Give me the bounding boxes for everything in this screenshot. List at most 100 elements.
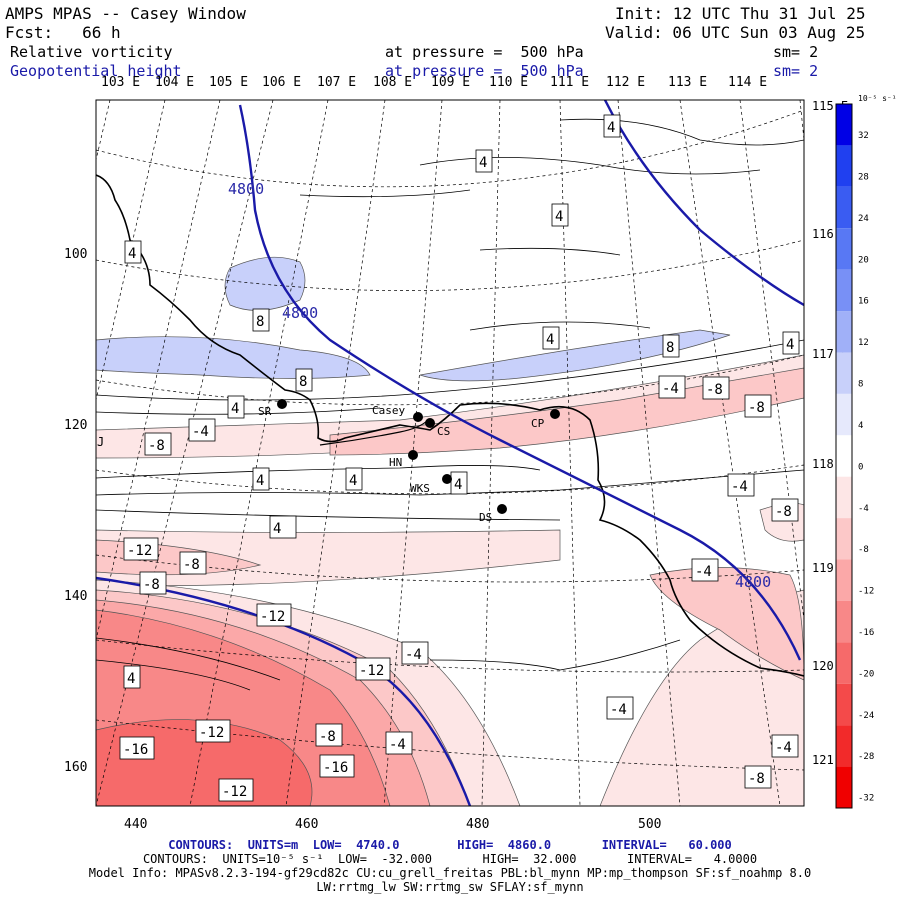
x-tick-label: 440 — [124, 817, 147, 832]
footer-model-info-2: LW:rrtmg_lw SW:rrtmg_sw SFLAY:sf_mynn — [316, 880, 584, 894]
colorbar-label: 28 — [858, 172, 869, 182]
colorbar-swatch — [836, 104, 852, 146]
coastline — [96, 174, 804, 677]
init-time: Init: 12 UTC Thu 31 Jul 25 — [615, 4, 866, 23]
vort-label: -12 — [355, 657, 391, 681]
vort-label: -4 — [0, 0, 17, 4]
lon-label-top: 113 E — [668, 75, 708, 90]
model-title: AMPS MPAS -- Casey Window — [5, 4, 246, 23]
vort-label: 4 — [542, 326, 560, 350]
colorbar-swatch — [836, 186, 852, 229]
station-label: WKS — [410, 482, 430, 495]
colorbar-label: 16 — [858, 297, 869, 307]
svg-text:-4: -4 — [775, 740, 792, 756]
colorbar-label: 32 — [858, 131, 869, 141]
station-label: DS — [479, 511, 492, 524]
svg-text:-8: -8 — [183, 557, 200, 573]
colorbar-label: -32 — [858, 794, 874, 804]
colorbar-swatch — [836, 559, 852, 601]
svg-text:-12: -12 — [260, 609, 285, 625]
colorbar-swatch — [836, 683, 852, 726]
station-label: CP — [531, 417, 545, 430]
colorbar-swatch — [836, 600, 852, 643]
vort-label: 4 — [0, 0, 8, 4]
x-tick-label: 460 — [295, 817, 318, 832]
field2-level: at pressure = 500 hPa — [385, 62, 584, 80]
svg-text:-4: -4 — [0, 0, 17, 4]
lon-label-top: 110 E — [489, 75, 529, 90]
station-label: HN — [389, 456, 402, 469]
vort-label: -8 — [771, 498, 799, 522]
negative-vort-region — [329, 367, 804, 456]
svg-text:4: 4 — [454, 477, 462, 493]
footer-height-contours: CONTOURS: UNITS=m LOW= 4740.0 HIGH= 4860… — [168, 838, 732, 852]
colorbar-swatch — [836, 393, 852, 436]
svg-text:4: 4 — [349, 473, 357, 489]
lon-label-top: 106 E — [262, 75, 302, 90]
vort-label: 4 — [227, 395, 245, 419]
svg-text:-12: -12 — [359, 663, 384, 679]
colorbar-swatch — [836, 228, 852, 270]
svg-text:4: 4 — [555, 209, 563, 225]
svg-text:-4: -4 — [405, 647, 422, 663]
colorbar-swatch — [836, 145, 852, 187]
station-marker — [425, 418, 435, 428]
colorbar-swatch — [836, 725, 852, 767]
vort-label: 4 — [475, 149, 493, 173]
svg-text:-16: -16 — [323, 760, 348, 776]
colorbar — [835, 103, 853, 809]
y-tick-label: 100 — [64, 247, 87, 262]
svg-text:4: 4 — [546, 332, 554, 348]
vort-label: -4 — [771, 734, 799, 758]
vort-label: -12 — [256, 603, 292, 627]
svg-text:-4: -4 — [731, 479, 748, 495]
height-contours — [96, 100, 804, 806]
lon-label-top: 104 E — [155, 75, 195, 90]
svg-text:-12: -12 — [127, 543, 152, 559]
field1-name: Relative vorticity — [10, 43, 173, 61]
vort-label: -4 — [401, 641, 429, 665]
colorbar-swatch — [836, 435, 852, 477]
positive-vort-region — [419, 329, 731, 382]
vort-label: -12 — [123, 537, 159, 561]
station-marker — [413, 412, 423, 422]
svg-text:8: 8 — [256, 314, 264, 330]
vort-label: J — [97, 435, 104, 449]
station-label: CS — [437, 425, 450, 438]
svg-text:J: J — [97, 435, 104, 449]
vort-label: -8 — [179, 551, 207, 575]
svg-text:-12: -12 — [199, 725, 224, 741]
station-marker — [408, 450, 418, 460]
vort-label: -12 — [195, 719, 231, 743]
vort-label: 4 — [782, 331, 800, 355]
svg-text:-16: -16 — [123, 742, 148, 758]
colorbar-label: 20 — [858, 255, 869, 265]
height-label: 4800 — [735, 573, 771, 591]
colorbar-label: -4 — [858, 504, 869, 514]
colorbar-label: -8 — [858, 545, 869, 555]
colorbar-label: -24 — [858, 711, 874, 721]
svg-text:4: 4 — [607, 120, 615, 136]
vort-label: 4 — [252, 467, 270, 491]
svg-text:4: 4 — [128, 246, 136, 262]
vort-label: -8 — [744, 765, 772, 789]
svg-text:8: 8 — [299, 374, 307, 390]
field2-name: Geopotential height — [10, 62, 182, 80]
vort-label: 4 — [603, 114, 621, 138]
vort-label: -4 — [606, 696, 634, 720]
lon-label-top: 114 E — [728, 75, 768, 90]
lon-label-top: 107 E — [317, 75, 357, 90]
colorbar-labels: 32 28 24 20 16 12 8 4 0 -4 -8 -12 -16 -20 -24 -28 -32 — [858, 131, 874, 804]
lon-label-top: 108 E — [373, 75, 413, 90]
colorbar-swatch — [836, 518, 852, 560]
colorbar-label: 24 — [858, 214, 869, 224]
map-plot: 4800 4800 4800 4 4 4 4 8 8 4 4 8 4 -4 -8… — [0, 0, 897, 832]
colorbar-unit: 10⁻⁵ s⁻¹ — [858, 94, 897, 103]
station-label: Casey — [372, 404, 405, 417]
plot-frame — [95, 99, 805, 807]
svg-text:-8: -8 — [319, 729, 336, 745]
vort-label: -8 — [144, 432, 172, 456]
vort-label: 8 — [662, 334, 680, 358]
colorbar-swatch — [836, 766, 852, 808]
colorbar-swatch — [836, 269, 852, 312]
